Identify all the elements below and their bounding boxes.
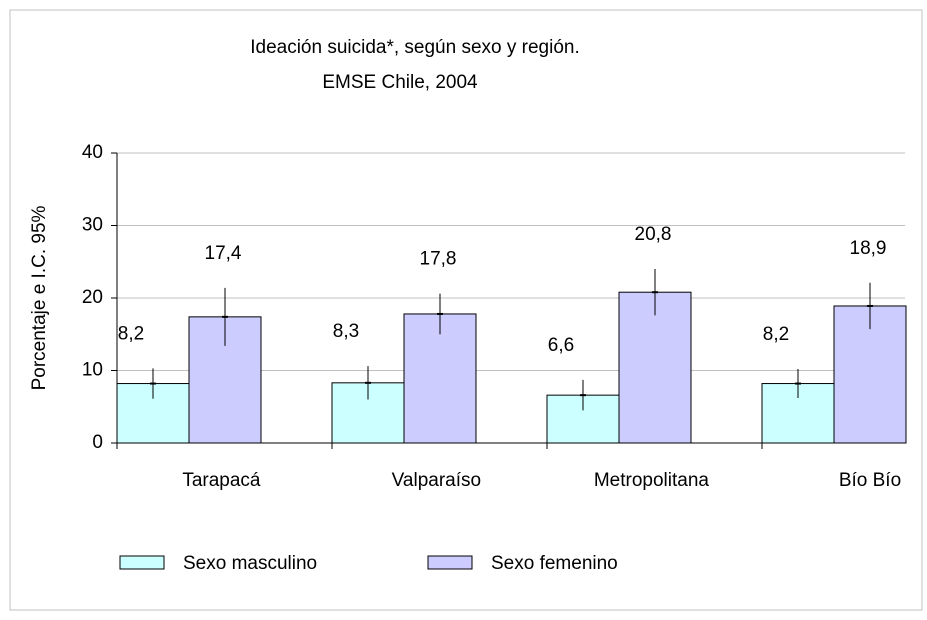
value-label: 8,3	[333, 321, 359, 342]
legend-label: Sexo femenino	[491, 553, 618, 574]
legend-label: Sexo masculino	[183, 553, 317, 574]
value-label: 17,8	[420, 249, 457, 270]
bar	[403, 313, 477, 444]
y-tick-label: 30	[82, 215, 103, 236]
y-axis-label: Porcentaje e I.C. 95%	[29, 205, 50, 390]
chart-frame	[9, 9, 923, 611]
bar	[618, 291, 692, 444]
x-tick-label: Bío Bío	[839, 470, 901, 491]
value-label: 8,2	[763, 324, 789, 345]
y-tick-label: 0	[92, 432, 103, 453]
value-label: 18,9	[850, 238, 887, 259]
value-label: 6,6	[548, 335, 574, 356]
legend-swatch	[427, 555, 473, 570]
value-label: 8,2	[118, 323, 144, 344]
x-tick-label: Metropolitana	[594, 470, 710, 491]
y-tick-label: 10	[82, 360, 103, 381]
x-tick-label: Valparaíso	[392, 470, 481, 491]
x-tick-label: Tarapacá	[182, 470, 261, 491]
y-tick-label: 20	[82, 287, 103, 308]
y-tick-label: 40	[82, 142, 103, 163]
legend-swatch	[119, 555, 165, 570]
value-label: 17,4	[205, 243, 242, 264]
value-label: 20,8	[635, 224, 672, 245]
chart-subtitle: EMSE Chile, 2004	[322, 72, 478, 93]
chart-title: Ideación suicida*, según sexo y región.	[250, 37, 580, 58]
